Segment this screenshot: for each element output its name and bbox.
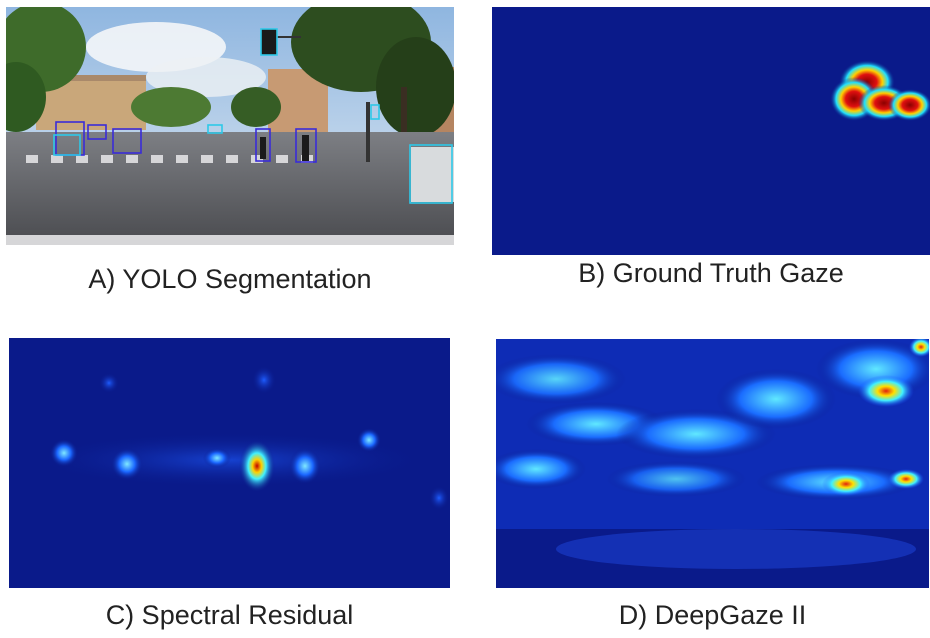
ground-truth-gaze-heatmap [492,7,930,255]
yolo-segmentation-image [6,7,454,245]
caption-spectral-residual: C) Spectral Residual [105,600,354,630]
caption-yolo: A) YOLO Segmentation [88,264,372,294]
caption-ground-truth: B) Ground Truth Gaze [578,258,844,288]
spectral-residual-heatmap [9,338,450,588]
caption-deepgaze: D) DeepGaze II [618,600,807,630]
deepgaze-heatmap [496,339,929,588]
